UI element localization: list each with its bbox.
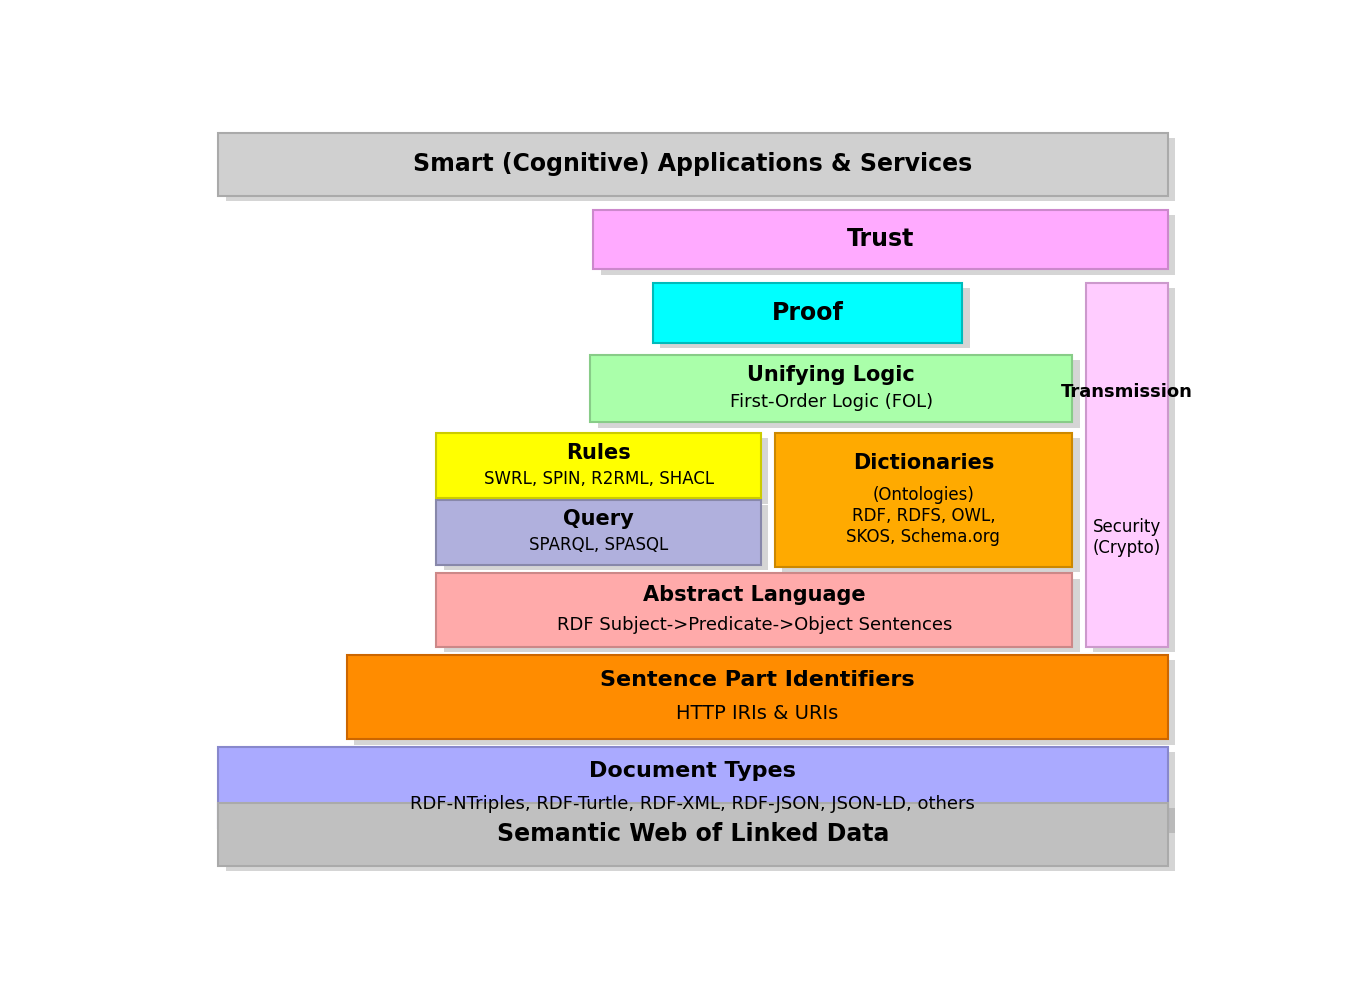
Text: RDF-NTriples, RDF-Turtle, RDF-XML, RDF-JSON, JSON-LD, others: RDF-NTriples, RDF-Turtle, RDF-XML, RDF-J… — [411, 794, 975, 813]
FancyBboxPatch shape — [591, 355, 1072, 422]
FancyBboxPatch shape — [594, 210, 1168, 269]
Text: Security
(Crypto): Security (Crypto) — [1092, 518, 1161, 557]
Text: Smart (Cognitive) Applications & Services: Smart (Cognitive) Applications & Service… — [414, 152, 972, 177]
FancyBboxPatch shape — [653, 283, 963, 343]
FancyBboxPatch shape — [660, 288, 969, 348]
Text: Sentence Part Identifiers: Sentence Part Identifiers — [600, 670, 915, 690]
FancyBboxPatch shape — [437, 433, 761, 498]
FancyBboxPatch shape — [218, 746, 1168, 828]
FancyBboxPatch shape — [775, 433, 1072, 567]
Text: SPARQL, SPASQL: SPARQL, SPASQL — [529, 536, 668, 555]
FancyBboxPatch shape — [437, 574, 1072, 647]
Text: Rules: Rules — [566, 442, 631, 462]
Text: SWRL, SPIN, R2RML, SHACL: SWRL, SPIN, R2RML, SHACL — [484, 469, 714, 488]
FancyBboxPatch shape — [218, 133, 1168, 196]
FancyBboxPatch shape — [347, 655, 1168, 740]
Text: Document Types: Document Types — [589, 761, 796, 781]
Text: Abstract Language: Abstract Language — [644, 585, 865, 605]
FancyBboxPatch shape — [218, 803, 1168, 866]
FancyBboxPatch shape — [1094, 288, 1175, 652]
Text: (Ontologies)
RDF, RDFS, OWL,
SKOS, Schema.org: (Ontologies) RDF, RDFS, OWL, SKOS, Schem… — [846, 486, 1000, 546]
FancyBboxPatch shape — [443, 579, 1079, 652]
Text: Proof: Proof — [772, 301, 844, 325]
FancyBboxPatch shape — [600, 215, 1175, 274]
Text: Semantic Web of Linked Data: Semantic Web of Linked Data — [496, 822, 890, 846]
FancyBboxPatch shape — [226, 752, 1175, 833]
Text: Unifying Logic: Unifying Logic — [748, 365, 915, 386]
FancyBboxPatch shape — [443, 505, 768, 571]
FancyBboxPatch shape — [226, 808, 1175, 871]
Text: Query: Query — [564, 509, 634, 529]
FancyBboxPatch shape — [781, 438, 1079, 573]
FancyBboxPatch shape — [1086, 283, 1168, 647]
FancyBboxPatch shape — [226, 138, 1175, 201]
Text: HTTP IRIs & URIs: HTTP IRIs & URIs — [676, 705, 838, 724]
FancyBboxPatch shape — [354, 660, 1175, 745]
Text: Transmission: Transmission — [1061, 383, 1192, 402]
Text: First-Order Logic (FOL): First-Order Logic (FOL) — [730, 394, 933, 412]
Text: Dictionaries: Dictionaries — [853, 452, 994, 472]
Text: Trust: Trust — [846, 228, 914, 251]
FancyBboxPatch shape — [437, 500, 761, 565]
FancyBboxPatch shape — [598, 361, 1079, 427]
Text: RDF Subject->Predicate->Object Sentences: RDF Subject->Predicate->Object Sentences — [557, 615, 952, 633]
FancyBboxPatch shape — [443, 438, 768, 504]
